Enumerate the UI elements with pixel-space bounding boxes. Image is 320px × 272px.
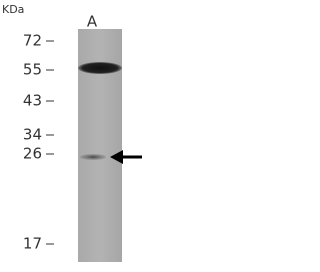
blot-figure: KDa A 72 55 43 34 26 17 [2, 3, 142, 262]
marker-label: 17 [23, 235, 42, 253]
unit-label: KDa [2, 3, 24, 16]
band-strong [78, 62, 122, 74]
marker-label: 26 [23, 145, 42, 163]
marker-label: 55 [23, 61, 42, 79]
arrow [110, 150, 142, 164]
marker-label: 43 [23, 92, 42, 110]
marker-ticks [46, 40, 54, 245]
marker-label: 34 [23, 126, 42, 144]
marker-label: 72 [23, 32, 42, 50]
lane-label: A [87, 13, 98, 31]
band-faint [80, 154, 106, 160]
